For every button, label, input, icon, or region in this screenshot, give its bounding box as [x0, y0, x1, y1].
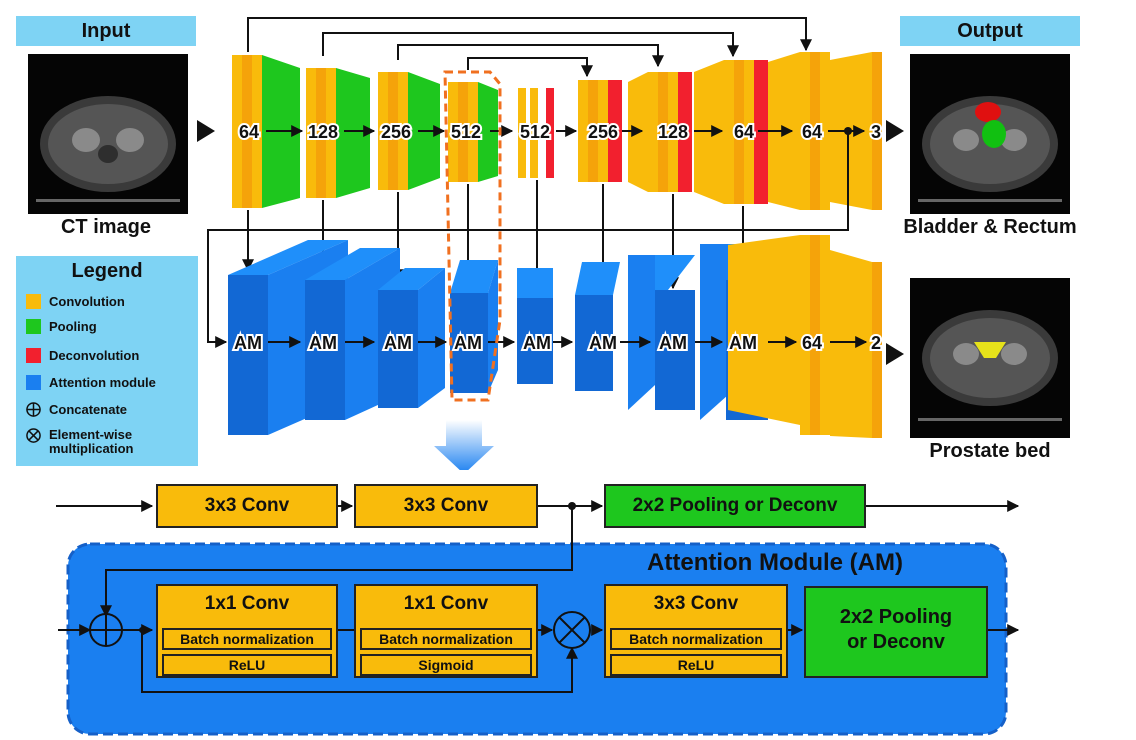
decoder-stage-256: [578, 80, 622, 182]
batchnorm-label: Batch normalization: [610, 628, 782, 650]
input-arrow-icon: [197, 120, 215, 142]
convolution-swatch: [26, 294, 41, 309]
encoder-label: 128: [658, 122, 688, 142]
legend-label: Element-wise multiplication: [49, 427, 134, 456]
prostate-bed-image: [910, 278, 1070, 438]
am-label: AM: [454, 333, 482, 353]
concatenate-icon: [89, 613, 123, 647]
am-label: AM: [659, 333, 687, 353]
legend-label: Pooling: [49, 319, 97, 334]
am-blocks: [228, 240, 768, 435]
concatenate-icon: [26, 402, 41, 417]
block-title: 1x1 Conv: [204, 593, 290, 614]
am-label: AM: [589, 333, 617, 353]
multiply-icon: [553, 611, 591, 649]
output-arrow-icon: [886, 120, 904, 142]
encoder-label: 256: [588, 122, 618, 142]
encoder-label: 512: [520, 122, 550, 142]
encoder-label: 128: [308, 122, 338, 142]
batchnorm-label: Batch normalization: [162, 628, 332, 650]
block-title: 1x1 Conv: [403, 593, 489, 614]
am-output-stage: [728, 235, 882, 438]
ct-image-caption: CT image: [60, 216, 152, 238]
pooling-deconv-box: 2x2 Pooling or Deconv: [604, 484, 866, 528]
bladder-rectum-caption: Bladder & Rectum: [903, 216, 1077, 238]
encoder-stage-128: [306, 68, 370, 198]
encoder-label: 512: [451, 122, 481, 142]
am-labels: AM AM AM AM AM AM AM AM 64 2: [232, 331, 883, 355]
encoder-label: 3: [871, 122, 881, 142]
ct-input-image: [28, 54, 188, 214]
encoder-label: 64: [734, 122, 754, 142]
output-arrow-icon: [886, 343, 904, 365]
relu-label: ReLU: [610, 654, 782, 676]
pooling-line-1: 2x2 Pooling: [839, 606, 953, 628]
am-title: Attention Module (AM): [647, 549, 903, 576]
highlight-dashed-box: [443, 70, 502, 402]
bladder-rectum-image: [910, 54, 1070, 214]
am-label: AM: [234, 333, 262, 353]
output-header: Output: [900, 16, 1080, 46]
am-output-label: 2: [871, 333, 881, 353]
block-title: 3x3 Conv: [653, 593, 739, 614]
encoder-stage-512: [448, 82, 498, 182]
attention-swatch: [26, 375, 41, 390]
am-label: AM: [523, 333, 551, 353]
am-output-label: 64: [802, 333, 822, 353]
conv-3x3-box-1: 3x3 Conv: [156, 484, 338, 528]
legend-panel: Legend Convolution Pooling Deconvolution…: [16, 256, 198, 466]
conv-1x1-block-relu: 1x1 Conv Batch normalization ReLU: [156, 584, 338, 678]
conv-1x1-block-sigmoid: 1x1 Conv Batch normalization Sigmoid: [354, 584, 538, 678]
prostate-bed-caption: Prostate bed: [929, 440, 1051, 462]
pooling-deconv-block: 2x2 Pooling or Deconv: [804, 586, 988, 678]
legend-item-deconvolution: Deconvolution: [26, 348, 139, 363]
encoder-label: 64: [802, 122, 822, 142]
am-label: AM: [309, 333, 337, 353]
legend-item-convolution: Convolution: [26, 294, 125, 309]
legend-item-pooling: Pooling: [26, 319, 97, 334]
legend-title: Legend: [71, 260, 143, 282]
batchnorm-label: Batch normalization: [360, 628, 532, 650]
legend-label: Deconvolution: [49, 348, 140, 363]
encoder-label: 256: [381, 122, 411, 142]
conv-3x3-block-relu: 3x3 Conv Batch normalization ReLU: [604, 584, 788, 678]
legend-label: Convolution: [49, 294, 125, 309]
output-stage: [768, 52, 882, 210]
am-label: AM: [384, 333, 412, 353]
legend-item-attention: Attention module: [26, 375, 156, 390]
sigmoid-label: Sigmoid: [360, 654, 532, 676]
encoder-label: 64: [239, 122, 259, 142]
skip-connections: [247, 17, 812, 78]
encoder-labels: 64 128 256 512 512 256 128 64 64 3: [237, 120, 883, 144]
am-label: AM: [729, 333, 757, 353]
input-header: Input: [16, 16, 196, 46]
expand-arrow-icon: [434, 420, 494, 470]
relu-label: ReLU: [162, 654, 332, 676]
deconvolution-swatch: [26, 348, 41, 363]
legend-item-concatenate: Concatenate: [26, 402, 127, 417]
bottleneck-512: [518, 88, 554, 178]
pooling-line-2: or Deconv: [847, 631, 945, 653]
conv-3x3-box-2: 3x3 Conv: [354, 484, 538, 528]
architecture-diagram: 64 128 256 512 512 256 128 64 64 3 AM AM AM AM AM AM AM…: [197, 17, 904, 470]
legend-label: Attention module: [49, 375, 156, 390]
legend-item-multiply: Element-wise multiplication: [26, 428, 186, 456]
legend-label: Concatenate: [49, 402, 128, 417]
pooling-swatch: [26, 319, 41, 334]
multiply-icon: [26, 428, 41, 443]
